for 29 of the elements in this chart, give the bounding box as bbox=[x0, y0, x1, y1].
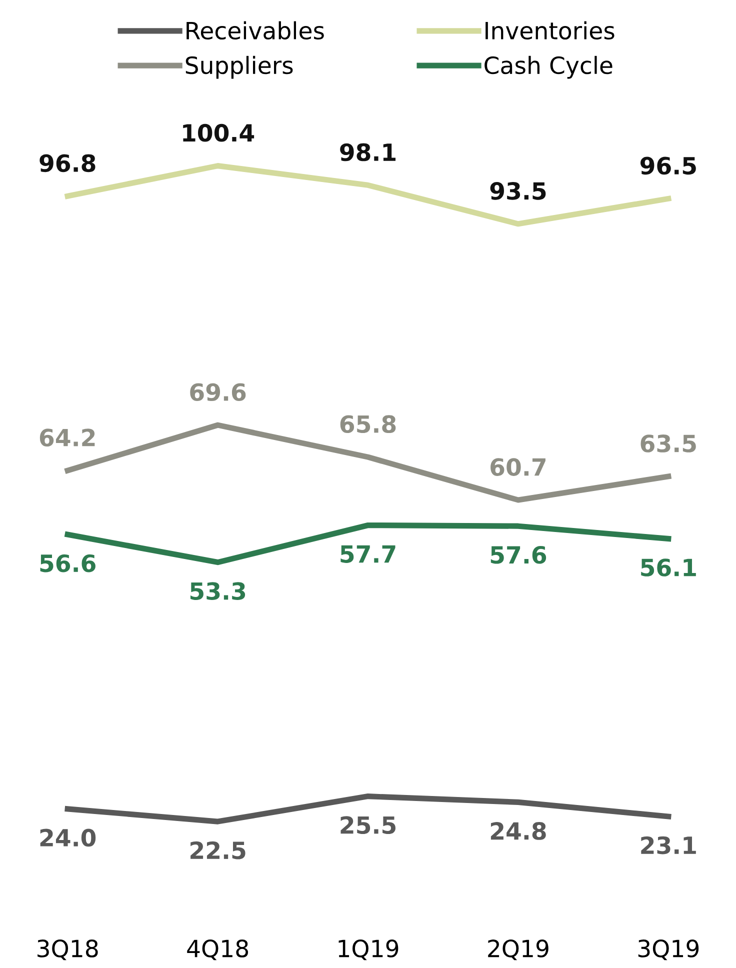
data-label: 25.5 bbox=[340, 816, 396, 834]
legend-label: Receivables bbox=[186, 21, 324, 40]
data-label: 69.6 bbox=[190, 383, 246, 402]
x-tick-label: 1Q19 bbox=[338, 940, 398, 960]
data-label: 93.5 bbox=[490, 182, 546, 200]
data-label: 56.6 bbox=[40, 554, 96, 572]
x-tick-label: 3Q18 bbox=[38, 940, 98, 960]
data-label: 96.8 bbox=[40, 154, 96, 172]
data-label: 24.0 bbox=[40, 828, 96, 847]
data-label: 22.5 bbox=[190, 841, 246, 860]
legend-label: Suppliers bbox=[186, 56, 293, 79]
data-label: 60.7 bbox=[490, 458, 546, 476]
data-label: 100.4 bbox=[183, 124, 254, 142]
data-label: 65.8 bbox=[340, 415, 396, 434]
legend-label: Cash Cycle bbox=[484, 56, 612, 79]
data-label: 24.8 bbox=[490, 822, 546, 840]
data-label: 23.1 bbox=[641, 836, 696, 854]
x-tick-label: 2Q19 bbox=[488, 940, 548, 960]
x-tick-label: 4Q18 bbox=[187, 940, 248, 960]
data-label: 53.3 bbox=[190, 582, 246, 600]
data-label: 98.1 bbox=[340, 143, 396, 162]
data-label: 64.2 bbox=[40, 428, 95, 447]
data-label: 96.5 bbox=[640, 156, 696, 175]
data-label: 57.7 bbox=[340, 545, 396, 563]
data-label: 57.6 bbox=[490, 546, 546, 564]
legend-label: Inventories bbox=[486, 21, 614, 40]
data-label: 63.5 bbox=[640, 434, 696, 452]
data-label: 56.1 bbox=[641, 558, 696, 576]
x-tick-label: 3Q19 bbox=[638, 940, 699, 960]
